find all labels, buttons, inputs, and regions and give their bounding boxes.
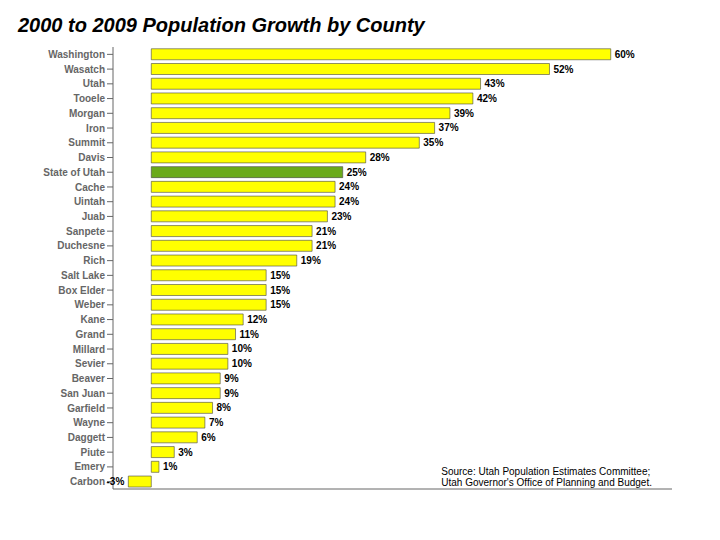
svg-text:10%: 10% [232,358,252,369]
svg-text:Juab: Juab [82,211,105,222]
svg-text:9%: 9% [224,373,239,384]
svg-text:Summit: Summit [68,137,105,148]
svg-text:52%: 52% [553,64,573,75]
svg-text:15%: 15% [270,285,290,296]
svg-text:15%: 15% [270,299,290,310]
svg-text:23%: 23% [331,211,351,222]
svg-text:21%: 21% [316,226,336,237]
svg-text:7%: 7% [209,417,224,428]
svg-text:Salt Lake: Salt Lake [61,270,105,281]
svg-text:Tooele: Tooele [74,93,106,104]
svg-text:Kane: Kane [81,314,106,325]
svg-text:Davis: Davis [78,152,105,163]
svg-text:6%: 6% [201,432,216,443]
svg-text:37%: 37% [439,122,459,133]
svg-text:San Juan: San Juan [61,388,105,399]
svg-text:Daggett: Daggett [68,432,106,443]
html-text:Utah Governor's Office of Plan: Utah Governor's Office of Planning and B… [441,477,652,488]
svg-text:Wasatch: Wasatch [64,64,105,75]
html-text:2000 to 2009 Population Growth: 2000 to 2009 Population Growth by County [18,14,425,36]
svg-text:Morgan: Morgan [69,108,105,119]
svg-text:35%: 35% [423,137,443,148]
svg-text:Uintah: Uintah [74,196,105,207]
svg-text:21%: 21% [316,240,336,251]
svg-text:9%: 9% [224,388,239,399]
svg-text:25%: 25% [347,167,367,178]
svg-text:State of Utah: State of Utah [43,167,105,178]
svg-text:42%: 42% [477,93,497,104]
svg-text:Box Elder: Box Elder [58,285,105,296]
svg-text:Sevier: Sevier [75,358,105,369]
svg-text:3%: 3% [178,447,193,458]
svg-text:Beaver: Beaver [72,373,105,384]
svg-text:60%: 60% [615,49,635,60]
svg-text:Wayne: Wayne [73,417,105,428]
svg-text:10%: 10% [232,343,252,354]
html-text:Source: Utah Population Estima: Source: Utah Population Estimates Commit… [441,466,651,477]
svg-text:Utah: Utah [83,78,105,89]
svg-text:Piute: Piute [81,447,106,458]
svg-text:Duchesne: Duchesne [57,240,105,251]
svg-text:11%: 11% [240,329,260,340]
svg-text:Grand: Grand [76,329,105,340]
svg-text:1%: 1% [163,461,178,472]
svg-text:Sanpete: Sanpete [66,226,105,237]
svg-text:43%: 43% [485,78,505,89]
svg-text:Emery: Emery [74,461,105,472]
svg-text:-3%: -3% [107,476,125,487]
svg-text:24%: 24% [339,196,359,207]
svg-text:19%: 19% [301,255,321,266]
svg-text:8%: 8% [217,402,232,413]
svg-text:Garfield: Garfield [67,403,105,414]
svg-text:24%: 24% [339,181,359,192]
svg-text:Weber: Weber [75,299,105,310]
svg-text:Iron: Iron [86,123,105,134]
svg-text:12%: 12% [247,314,267,325]
svg-text:Cache: Cache [75,182,105,193]
svg-text:Rich: Rich [83,255,105,266]
svg-text:Washington: Washington [48,49,105,60]
svg-text:Millard: Millard [73,344,105,355]
svg-text:39%: 39% [454,108,474,119]
svg-text:28%: 28% [370,152,390,163]
svg-text:15%: 15% [270,270,290,281]
svg-text:Carbon: Carbon [70,476,105,487]
